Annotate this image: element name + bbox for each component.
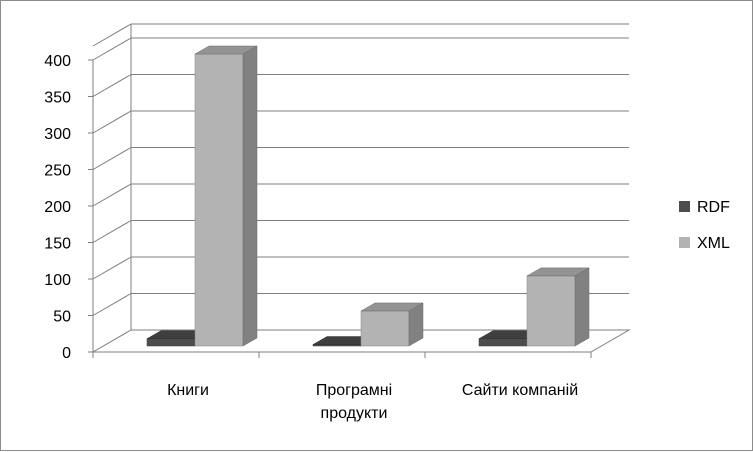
bar-top-face [526, 267, 590, 277]
bar-front-face [360, 310, 410, 347]
y-tick-label: 50 [53, 309, 71, 326]
y-tick-label: 400 [44, 53, 71, 70]
y-tick-label: 250 [44, 163, 71, 180]
y-tick-label: 150 [44, 236, 71, 253]
gridline-side [92, 74, 132, 97]
bar-front-face [194, 53, 244, 347]
x-axis: Книги Програмні продукти Сайти компаній [92, 351, 592, 422]
bar-front-face [526, 275, 576, 347]
bar-front-face [146, 338, 196, 347]
bar-side-face [242, 45, 258, 347]
gridline-side [92, 110, 132, 134]
legend-swatch-rdf [679, 201, 690, 212]
gridline-side [92, 256, 132, 280]
bars [146, 45, 590, 347]
gridline-side [92, 293, 132, 316]
gridline-side [92, 220, 132, 243]
bar-xml-1 [360, 302, 424, 347]
legend: RDF XML [679, 199, 730, 252]
gridline-side [92, 183, 132, 207]
y-axis: 0 50 100 150 200 250 300 350 400 [44, 53, 94, 362]
bar-front-face [478, 338, 528, 347]
x-tick-label: Книги [167, 382, 209, 399]
y-tick-label: 350 [44, 90, 71, 107]
gridline-side [92, 37, 132, 61]
y-tick-label: 200 [44, 199, 71, 216]
gridline-side [92, 147, 132, 170]
y-tick-label: 100 [44, 272, 71, 289]
legend-label-xml: XML [697, 235, 730, 252]
side-wall-top-edge [92, 23, 132, 47]
y-tick-label: 0 [62, 345, 71, 362]
bar-xml-0 [194, 45, 258, 347]
legend-label-rdf: RDF [697, 199, 730, 216]
bar-top-face [194, 45, 258, 55]
x-tick-label: Програмні продукти [316, 382, 392, 422]
bar-top-face [360, 302, 424, 312]
x-tick-label: Сайти компаній [462, 382, 578, 399]
bar-side-face [574, 267, 590, 347]
bar-xml-2 [526, 267, 590, 347]
legend-swatch-xml [679, 237, 690, 248]
y-tick-label: 300 [44, 126, 71, 143]
